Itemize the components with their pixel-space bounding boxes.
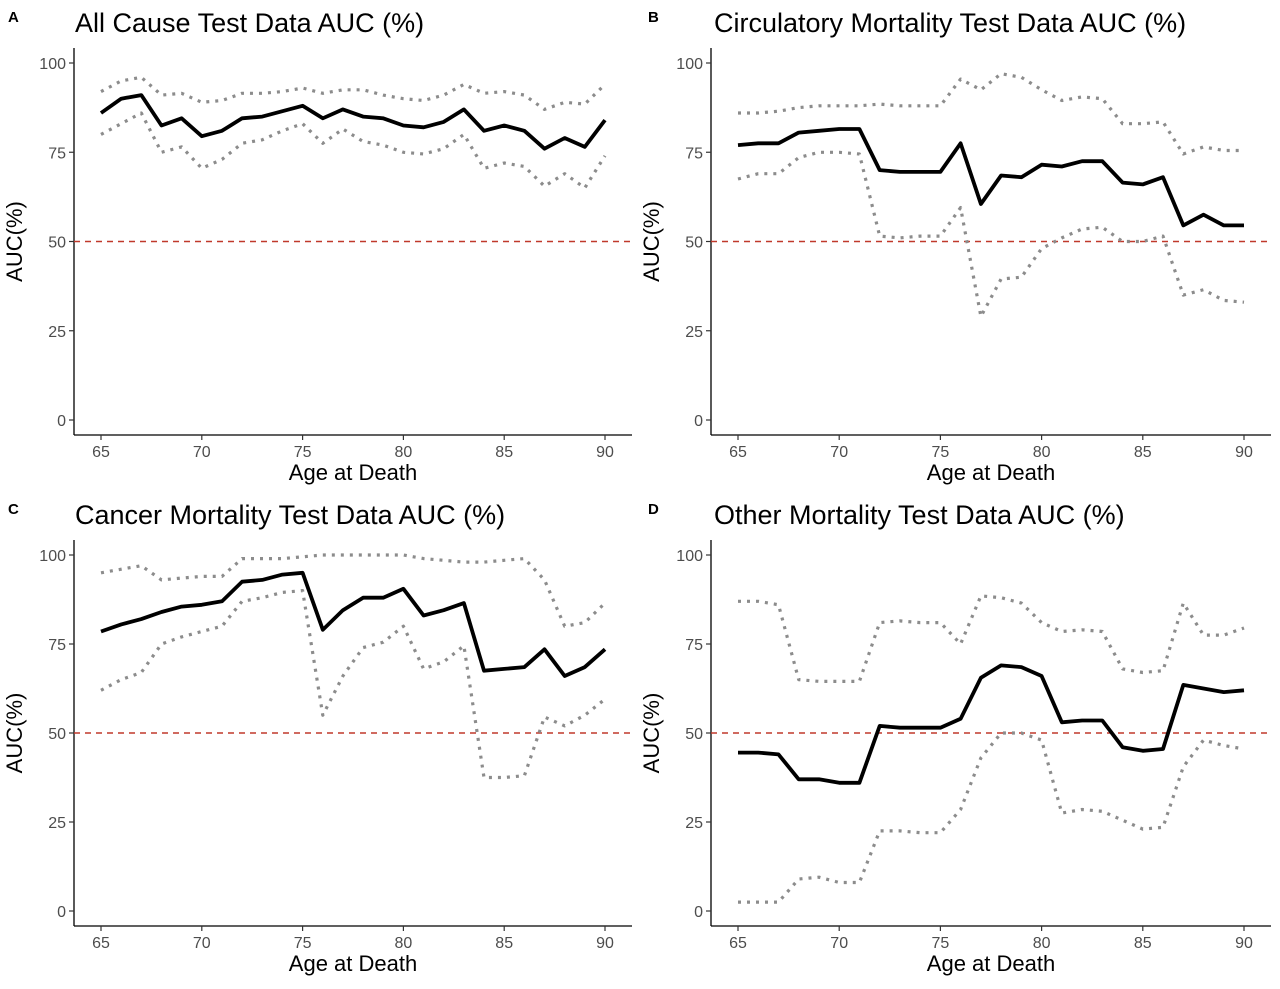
x-tick-label: 75 [932,935,950,952]
y-tick-label: 25 [48,815,66,832]
y-axis-title: AUC(%) [639,693,664,774]
x-tick-label: 65 [92,935,110,952]
panel-letter: A [8,9,19,26]
x-tick-label: 80 [1033,935,1051,952]
x-tick-label: 75 [294,935,312,952]
y-tick-label: 25 [685,324,703,341]
y-tick-label: 0 [694,904,703,921]
y-tick-label: 75 [48,637,66,654]
y-tick-label: 50 [48,726,66,743]
x-tick-label: 65 [92,444,110,461]
chart-panel-b: B Circulatory Mortality Test Data AUC (%)… [639,8,1271,485]
chart-panel-d: D Other Mortality Test Data AUC (%) 0 25 50 7… [639,500,1271,976]
panel-letter: D [648,501,659,518]
x-tick-label: 70 [830,444,848,461]
y-axis-title: AUC(%) [2,693,27,774]
y-tick-label: 100 [39,56,66,73]
x-tick-label: 70 [193,935,211,952]
x-tick-label: 65 [729,444,747,461]
x-axis-title: Age at Death [927,460,1055,485]
series-line-upper [100,75,607,112]
y-tick-label: 100 [676,548,703,565]
x-tick-label: 80 [1033,444,1051,461]
y-tick-label: 75 [685,145,703,162]
panel-letter: C [8,501,19,518]
x-tick-label: 70 [830,935,848,952]
series-line-estimate [737,127,1244,228]
x-axis-title: Age at Death [289,460,417,485]
x-tick-label: 90 [1235,444,1253,461]
y-axis-title: AUC(%) [2,201,27,282]
y-tick-label: 100 [676,56,703,73]
series-line-lower [100,111,607,190]
x-tick-label: 90 [596,444,614,461]
chart-panel-a: A All Cause Test Data AUC (%) 0 25 50 75 100 65… [2,8,632,485]
x-tick-label: 75 [932,444,950,461]
x-axis-title: Age at Death [289,951,417,976]
x-tick-label: 70 [193,444,211,461]
x-tick-label: 75 [294,444,312,461]
series-line-estimate [99,93,607,151]
series-line-estimate [100,570,607,678]
series-line-upper [738,72,1244,156]
y-tick-label: 0 [57,413,66,430]
y-tick-label: 25 [48,324,66,341]
y-tick-label: 75 [685,637,703,654]
series-line-lower [737,150,1245,319]
y-tick-label: 100 [39,548,66,565]
x-tick-label: 80 [395,444,413,461]
chart-panel-c: C Cancer Mortality Test Data AUC (%) 0 25 50… [2,500,632,976]
chart-title: Other Mortality Test Data AUC (%) [714,500,1125,530]
y-tick-label: 0 [57,904,66,921]
y-tick-label: 25 [685,815,703,832]
series-line-estimate [738,663,1245,785]
series-line-upper [738,594,1245,684]
y-tick-label: 50 [685,726,703,743]
x-tick-label: 65 [729,935,747,952]
y-axis-title: AUC(%) [639,201,664,282]
x-tick-label: 85 [1134,935,1152,952]
series-line-lower [100,588,606,780]
y-tick-label: 50 [48,235,66,252]
x-tick-label: 85 [495,935,513,952]
x-tick-label: 85 [495,444,513,461]
x-tick-label: 80 [395,935,413,952]
y-tick-label: 0 [694,413,703,430]
y-tick-label: 50 [685,235,703,252]
x-tick-label: 90 [1235,935,1253,952]
series-line-upper [100,553,607,628]
x-axis-title: Age at Death [927,951,1055,976]
chart-title: Cancer Mortality Test Data AUC (%) [75,500,505,530]
series-line-lower [738,731,1245,904]
x-tick-label: 90 [596,935,614,952]
y-tick-label: 75 [48,145,66,162]
panel-letter: B [648,9,659,26]
x-tick-label: 85 [1134,444,1152,461]
chart-title: All Cause Test Data AUC (%) [75,8,424,38]
chart-title: Circulatory Mortality Test Data AUC (%) [714,8,1186,38]
